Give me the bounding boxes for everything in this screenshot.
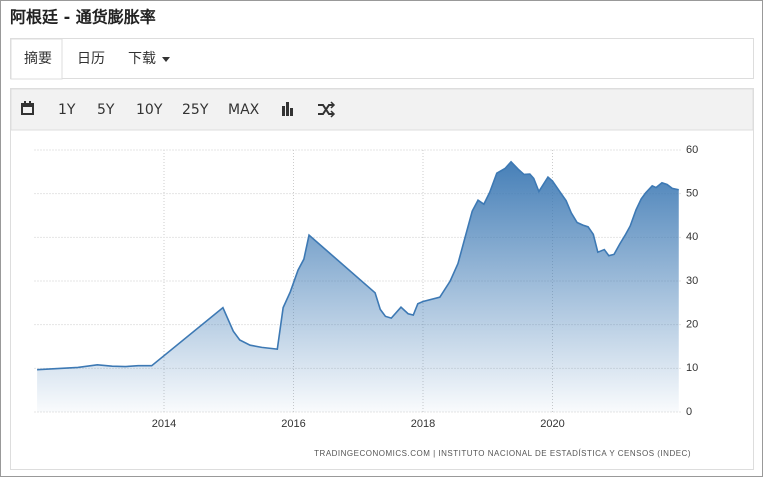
y-tick-label: 0: [686, 406, 692, 418]
range-button[interactable]: 25Y: [182, 102, 209, 118]
tab[interactable]: 下载: [128, 51, 156, 67]
x-tick-label: 2016: [281, 418, 305, 430]
page-title: 阿根廷 - 通货膨胀率: [10, 8, 156, 27]
x-tick-label: 2018: [411, 418, 435, 430]
y-tick-label: 60: [686, 144, 698, 156]
dropdown-caret: [162, 57, 170, 62]
line: [37, 160, 679, 371]
range-button[interactable]: 10Y: [136, 102, 163, 118]
tab[interactable]: 日历: [77, 51, 105, 67]
calendar-icon[interactable]: [21, 101, 34, 115]
area-fill: [37, 161, 679, 412]
shuffle-icon[interactable]: [318, 101, 336, 118]
range-button[interactable]: MAX: [228, 102, 260, 118]
y-tick-label: 50: [686, 188, 698, 200]
y-tick-label: 40: [686, 231, 698, 243]
range-button[interactable]: 5Y: [97, 102, 115, 118]
tab-bar: [10, 38, 754, 79]
y-tick-label: 10: [686, 362, 698, 374]
range-button[interactable]: 1Y: [58, 102, 76, 118]
toolbar: [10, 88, 754, 131]
x-tick-label: 2014: [152, 418, 176, 430]
y-tick-label: 20: [686, 319, 698, 331]
tab-active: [10, 38, 63, 80]
x-tick-label: 2020: [540, 418, 564, 430]
y-tick-label: 30: [686, 275, 698, 287]
source-note: TRADINGECONOMICS.COM | INSTITUTO NACIONA…: [314, 449, 691, 458]
tab[interactable]: 摘要: [24, 50, 52, 67]
bar-chart-icon[interactable]: [282, 102, 293, 116]
